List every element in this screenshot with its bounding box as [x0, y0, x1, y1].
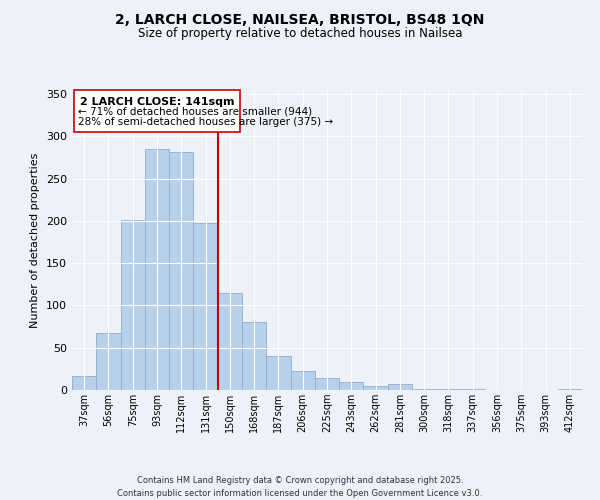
Text: 28% of semi-detached houses are larger (375) →: 28% of semi-detached houses are larger (… [78, 117, 333, 127]
Bar [218, 293, 242, 390]
Y-axis label: Number of detached properties: Number of detached properties [31, 152, 40, 328]
Bar [412, 389, 436, 390]
Bar [558, 389, 582, 390]
Text: 2, LARCH CLOSE, NAILSEA, BRISTOL, BS48 1QN: 2, LARCH CLOSE, NAILSEA, BRISTOL, BS48 1… [115, 12, 485, 26]
Text: Size of property relative to detached houses in Nailsea: Size of property relative to detached ho… [138, 28, 462, 40]
Bar [388, 384, 412, 390]
Bar [266, 356, 290, 390]
Bar [193, 222, 218, 390]
Text: Contains HM Land Registry data © Crown copyright and database right 2025.
Contai: Contains HM Land Registry data © Crown c… [118, 476, 482, 498]
Bar [169, 152, 193, 390]
Bar [436, 389, 461, 390]
Bar [121, 220, 145, 390]
Text: 2 LARCH CLOSE: 141sqm: 2 LARCH CLOSE: 141sqm [80, 97, 234, 107]
Bar [96, 332, 121, 390]
Bar [290, 370, 315, 390]
Bar [242, 322, 266, 390]
Bar [315, 378, 339, 390]
Bar [461, 389, 485, 390]
Bar [364, 386, 388, 390]
Bar [145, 149, 169, 390]
FancyBboxPatch shape [74, 90, 239, 132]
Bar [339, 382, 364, 390]
Bar [72, 376, 96, 390]
Text: ← 71% of detached houses are smaller (944): ← 71% of detached houses are smaller (94… [78, 107, 312, 117]
